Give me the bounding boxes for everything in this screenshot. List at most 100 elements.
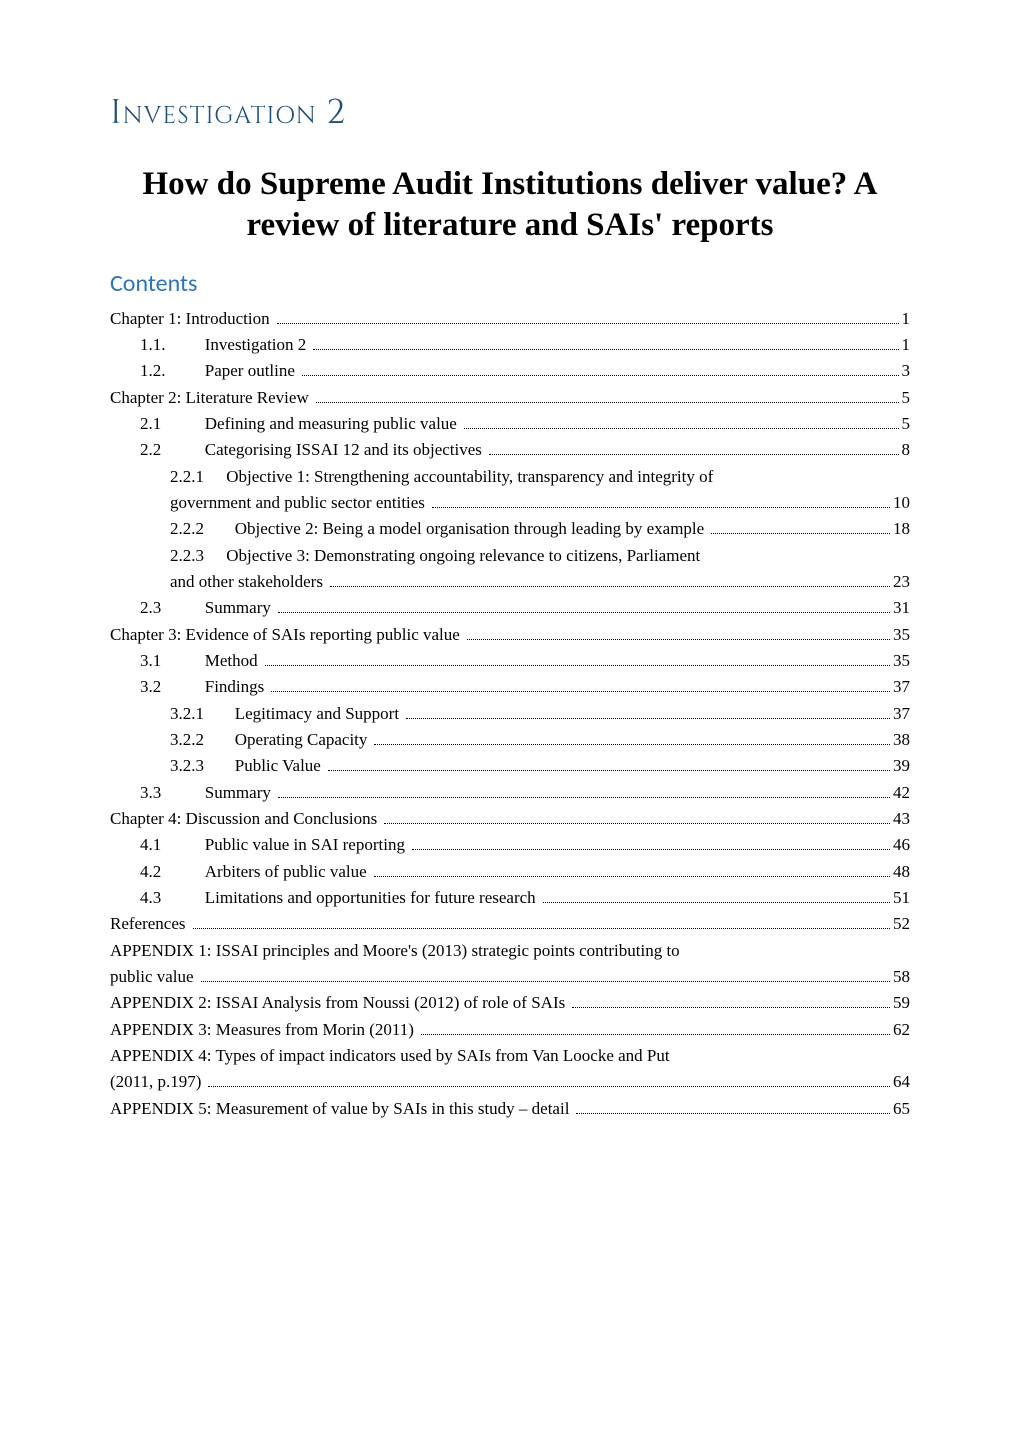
toc-leader-dots: [271, 691, 890, 692]
toc-label: Legitimacy and Support: [235, 701, 403, 727]
toc-label: APPENDIX 5: Measurement of value by SAIs…: [110, 1096, 573, 1122]
toc-entry: 2.2.3 Objective 3: Demonstrating ongoing…: [110, 543, 910, 596]
toc-label: Chapter 1: Introduction: [110, 306, 274, 332]
table-of-contents: Chapter 1: Introduction11.1. Investigati…: [110, 306, 910, 1123]
main-title: How do Supreme Audit Institutions delive…: [110, 164, 910, 247]
toc-label: Objective 2: Being a model organisation …: [235, 516, 708, 542]
toc-leader-dots: [201, 981, 890, 982]
toc-label: and other stakeholders: [170, 569, 327, 595]
toc-label: APPENDIX 4: Types of impact indicators u…: [110, 1046, 670, 1065]
toc-entry: 2.1 Defining and measuring public value5: [110, 411, 910, 437]
toc-label: Findings: [205, 674, 269, 700]
toc-entry: 3.2.3 Public Value39: [110, 753, 910, 779]
toc-page-number: 37: [893, 701, 910, 727]
toc-entry: 3.2.1 Legitimacy and Support37: [110, 701, 910, 727]
toc-label: government and public sector entities: [170, 490, 429, 516]
toc-label: Chapter 4: Discussion and Conclusions: [110, 806, 381, 832]
toc-entry: 2.3 Summary31: [110, 595, 910, 621]
toc-leader-dots: [711, 533, 890, 534]
toc-number: 3.2.3: [170, 753, 222, 779]
toc-leader-dots: [277, 323, 899, 324]
toc-number: 2.2.3: [170, 543, 222, 569]
toc-page-number: 59: [893, 990, 910, 1016]
toc-entry: Chapter 2: Literature Review5: [110, 385, 910, 411]
toc-page-number: 64: [893, 1069, 910, 1095]
toc-page-number: 18: [893, 516, 910, 542]
toc-leader-dots: [374, 744, 890, 745]
toc-leader-dots: [467, 639, 890, 640]
toc-number: 2.2: [140, 437, 192, 463]
toc-number: 2.1: [140, 411, 192, 437]
toc-label: Objective 1: Strengthening accountabilit…: [226, 467, 713, 486]
toc-number: 3.1: [140, 648, 192, 674]
toc-label: Method: [205, 648, 262, 674]
toc-page-number: 35: [893, 622, 910, 648]
toc-entry: 4.3 Limitations and opportunities for fu…: [110, 885, 910, 911]
toc-leader-dots: [265, 665, 890, 666]
toc-entry: 2.2 Categorising ISSAI 12 and its object…: [110, 437, 910, 463]
toc-label: Summary: [205, 595, 275, 621]
toc-label: Chapter 2: Literature Review: [110, 385, 313, 411]
toc-label: (2011, p.197): [110, 1069, 205, 1095]
toc-number: 4.2: [140, 859, 192, 885]
toc-leader-dots: [374, 876, 890, 877]
toc-leader-dots: [572, 1007, 890, 1008]
toc-entry: 2.2.1 Objective 1: Strengthening account…: [110, 464, 910, 517]
page-container: Investigation 2 How do Supreme Audit Ins…: [0, 0, 1020, 1182]
toc-leader-dots: [193, 928, 890, 929]
toc-entry: 3.2 Findings37: [110, 674, 910, 700]
toc-leader-dots: [330, 586, 890, 587]
toc-label: Summary: [205, 780, 275, 806]
toc-number: 3.2.2: [170, 727, 222, 753]
toc-label: APPENDIX 2: ISSAI Analysis from Noussi (…: [110, 990, 569, 1016]
toc-page-number: 1: [902, 306, 911, 332]
toc-label: Arbiters of public value: [205, 859, 371, 885]
toc-leader-dots: [576, 1113, 890, 1114]
toc-label: Operating Capacity: [235, 727, 372, 753]
toc-leader-dots: [208, 1086, 890, 1087]
toc-page-number: 51: [893, 885, 910, 911]
toc-number: 4.3: [140, 885, 192, 911]
toc-label: Chapter 3: Evidence of SAIs reporting pu…: [110, 622, 464, 648]
toc-page-number: 39: [893, 753, 910, 779]
toc-page-number: 8: [902, 437, 911, 463]
toc-leader-dots: [406, 718, 890, 719]
toc-entry: 3.2.2 Operating Capacity 38: [110, 727, 910, 753]
toc-entry: APPENDIX 2: ISSAI Analysis from Noussi (…: [110, 990, 910, 1016]
toc-page-number: 38: [893, 727, 910, 753]
toc-entry: References52: [110, 911, 910, 937]
toc-entry: 1.2. Paper outline3: [110, 358, 910, 384]
toc-number: 4.1: [140, 832, 192, 858]
toc-entry: APPENDIX 3: Measures from Morin (2011)62: [110, 1017, 910, 1043]
toc-leader-dots: [316, 402, 899, 403]
toc-page-number: 42: [893, 780, 910, 806]
toc-page-number: 52: [893, 911, 910, 937]
toc-page-number: 10: [893, 490, 910, 516]
toc-number: 1.2.: [140, 358, 192, 384]
toc-leader-dots: [313, 349, 898, 350]
toc-leader-dots: [384, 823, 890, 824]
toc-number: 3.3: [140, 780, 192, 806]
toc-entry: 2.2.2 Objective 2: Being a model organis…: [110, 516, 910, 542]
toc-number: 2.2.1: [170, 464, 222, 490]
toc-leader-dots: [278, 612, 890, 613]
toc-leader-dots: [278, 797, 890, 798]
toc-entry: 3.3 Summary 42: [110, 780, 910, 806]
toc-number: 1.1.: [140, 332, 192, 358]
toc-leader-dots: [302, 375, 899, 376]
toc-label: Paper outline: [205, 358, 299, 384]
toc-number: 3.2: [140, 674, 192, 700]
toc-entry: 1.1. Investigation 21: [110, 332, 910, 358]
toc-entry: APPENDIX 1: ISSAI principles and Moore's…: [110, 938, 910, 991]
investigation-title: Investigation 2: [110, 90, 910, 136]
toc-leader-dots: [464, 428, 899, 429]
toc-label: Investigation 2: [205, 332, 311, 358]
toc-entry: 4.1 Public value in SAI reporting46: [110, 832, 910, 858]
toc-leader-dots: [328, 770, 890, 771]
toc-entry: APPENDIX 5: Measurement of value by SAIs…: [110, 1096, 910, 1122]
toc-label: Categorising ISSAI 12 and its objectives: [205, 437, 486, 463]
toc-leader-dots: [421, 1034, 890, 1035]
toc-page-number: 65: [893, 1096, 910, 1122]
toc-page-number: 58: [893, 964, 910, 990]
toc-entry: Chapter 4: Discussion and Conclusions43: [110, 806, 910, 832]
